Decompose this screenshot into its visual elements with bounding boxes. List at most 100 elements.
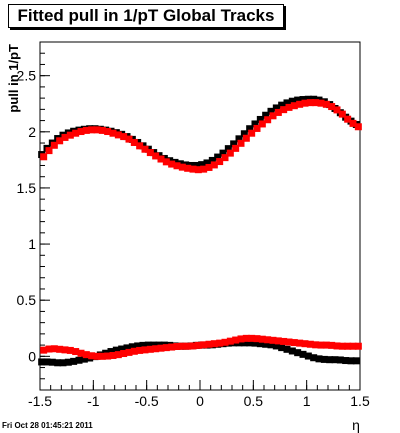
data-point xyxy=(306,340,314,348)
data-point xyxy=(109,351,117,359)
data-point xyxy=(120,350,128,358)
data-point xyxy=(98,126,106,134)
data-point xyxy=(226,337,234,345)
data-point xyxy=(136,142,144,150)
y-tick-label: 1.5 xyxy=(17,180,37,196)
data-point xyxy=(48,358,56,366)
data-point xyxy=(336,356,344,364)
data-point xyxy=(50,141,58,149)
data-point xyxy=(317,341,325,349)
data-point xyxy=(64,358,72,366)
data-point xyxy=(38,358,46,366)
data-point xyxy=(267,107,275,115)
data-point xyxy=(205,340,213,348)
x-tick-label: -0.5 xyxy=(135,393,159,409)
data-point xyxy=(312,341,320,349)
data-point xyxy=(262,340,270,348)
data-point xyxy=(178,342,186,350)
data-point xyxy=(146,345,154,353)
y-tick-label: 2.5 xyxy=(17,68,37,84)
data-point xyxy=(136,346,144,354)
data-point xyxy=(248,334,256,342)
axis-ticks: -1.5 -1 -0.5 0 0.5 1 1.5 0 0.5 1 1.5 2 2.5 xyxy=(17,41,370,409)
data-point xyxy=(125,348,133,356)
data-point xyxy=(45,345,53,353)
data-point xyxy=(168,343,176,351)
data-point xyxy=(338,110,346,118)
data-point xyxy=(242,134,250,142)
data-point xyxy=(128,343,136,351)
data-point xyxy=(120,133,128,141)
data-point xyxy=(224,145,232,153)
data-point xyxy=(139,341,147,349)
data-point xyxy=(157,344,165,352)
data-point xyxy=(219,149,227,157)
data-point xyxy=(88,352,96,360)
data-point xyxy=(205,163,213,171)
data-point xyxy=(109,129,117,137)
series-3 xyxy=(40,334,362,360)
data-point xyxy=(104,352,112,360)
data-point xyxy=(208,156,216,164)
y-axis-label: pull in 1/pT xyxy=(6,44,21,113)
data-point xyxy=(347,357,355,365)
data-point xyxy=(178,163,186,171)
data-point xyxy=(134,342,142,350)
data-point xyxy=(274,108,282,116)
data-point xyxy=(226,149,234,157)
data-point xyxy=(278,344,286,352)
data-point xyxy=(256,115,264,123)
y-tick-label: 0.5 xyxy=(17,292,37,308)
data-point xyxy=(285,103,293,111)
chart-title-box: Fitted pull in 1/pT Global Tracks xyxy=(8,4,284,28)
data-point xyxy=(157,155,165,163)
data-point xyxy=(235,135,243,143)
data-point xyxy=(150,341,158,349)
data-point xyxy=(88,126,96,134)
data-point xyxy=(184,342,192,350)
data-point xyxy=(251,120,259,128)
data-point xyxy=(294,96,302,104)
data-point xyxy=(299,350,307,358)
data-point xyxy=(214,153,222,161)
data-point xyxy=(344,342,352,350)
data-point xyxy=(262,111,270,119)
data-point xyxy=(189,342,197,350)
data-point xyxy=(242,334,250,342)
data-point xyxy=(77,349,85,357)
data-point xyxy=(349,342,357,350)
data-point xyxy=(304,352,312,360)
data-point xyxy=(82,126,90,134)
data-point xyxy=(312,99,320,107)
x-tick-label: -1 xyxy=(87,393,100,409)
data-point xyxy=(59,359,67,367)
data-point xyxy=(93,126,101,134)
data-point xyxy=(248,129,256,137)
data-point xyxy=(162,158,170,166)
data-point xyxy=(322,341,330,349)
data-point xyxy=(77,128,85,136)
data-point xyxy=(333,106,341,114)
data-point xyxy=(338,342,346,350)
data-point xyxy=(82,351,90,359)
data-point xyxy=(322,100,330,108)
data-point xyxy=(354,342,362,350)
data-point xyxy=(198,161,206,169)
data-point xyxy=(232,336,240,344)
data-point xyxy=(104,128,112,136)
data-point xyxy=(123,344,131,352)
data-point xyxy=(290,102,298,110)
data-point xyxy=(315,355,323,363)
data-point xyxy=(98,352,106,360)
data-point xyxy=(107,348,115,356)
data-point xyxy=(40,153,48,161)
data-point xyxy=(251,339,259,347)
y-tick-label: 0 xyxy=(28,348,36,364)
data-point xyxy=(301,99,309,107)
data-point xyxy=(61,133,69,141)
data-point xyxy=(43,358,51,366)
data-point xyxy=(258,120,266,128)
data-point xyxy=(130,347,138,355)
data-point xyxy=(66,346,74,354)
